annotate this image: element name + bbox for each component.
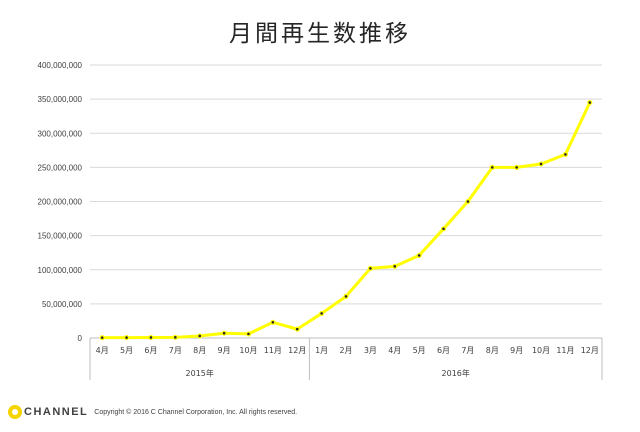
x-tick-label: 7月 bbox=[169, 346, 182, 355]
data-point bbox=[466, 200, 470, 203]
x-tick-label: 10月 bbox=[532, 346, 550, 355]
y-tick-label: 150,000,000 bbox=[38, 232, 83, 241]
logo-text: CHANNEL bbox=[24, 406, 89, 418]
data-point bbox=[295, 327, 299, 331]
data-point bbox=[417, 254, 421, 257]
data-point bbox=[369, 267, 372, 270]
data-point bbox=[174, 336, 177, 339]
x-tick-label: 9月 bbox=[218, 346, 231, 355]
x-tick-label: 1月 bbox=[315, 346, 328, 355]
x-tick-label: 4月 bbox=[388, 346, 401, 355]
data-point bbox=[490, 166, 494, 169]
data-point bbox=[393, 265, 397, 268]
x-tick-label: 8月 bbox=[486, 346, 499, 355]
x-tick-label: 7月 bbox=[461, 346, 474, 355]
data-point bbox=[539, 162, 543, 166]
data-point bbox=[515, 166, 518, 169]
data-point bbox=[247, 332, 250, 336]
y-tick-label: 350,000,000 bbox=[38, 95, 83, 104]
x-group-label: 2015年 bbox=[186, 368, 214, 378]
data-point bbox=[222, 331, 226, 335]
x-tick-label: 11月 bbox=[264, 346, 282, 355]
data-point bbox=[344, 295, 348, 298]
series-line bbox=[100, 101, 592, 340]
data-point bbox=[271, 321, 275, 324]
x-tick-label: 9月 bbox=[510, 346, 523, 355]
y-tick-label: 400,000,000 bbox=[38, 61, 83, 70]
x-tick-label: 8月 bbox=[193, 346, 206, 355]
y-tick-label: 50,000,000 bbox=[42, 300, 83, 309]
y-tick-label: 200,000,000 bbox=[38, 198, 83, 207]
chart-title: 月間再生数推移 bbox=[229, 21, 411, 47]
x-group-label: 2016年 bbox=[442, 368, 470, 378]
x-tick-label: 3月 bbox=[364, 346, 377, 355]
x-tick-label: 12月 bbox=[581, 346, 599, 355]
x-tick-label: 12月 bbox=[288, 346, 306, 355]
x-tick-label: 6月 bbox=[437, 346, 450, 355]
data-point bbox=[588, 101, 592, 104]
data-point bbox=[125, 336, 128, 339]
data-point bbox=[564, 153, 567, 156]
data-point bbox=[149, 336, 153, 339]
x-tick-label: 10月 bbox=[239, 346, 257, 355]
data-point bbox=[100, 336, 104, 339]
x-tick-label: 5月 bbox=[413, 346, 426, 355]
y-tick-label: 0 bbox=[78, 334, 83, 343]
y-tick-label: 300,000,000 bbox=[38, 129, 83, 138]
copyright-text: Copyright © 2016 C Channel Corporation, … bbox=[94, 408, 298, 416]
x-tick-label: 11月 bbox=[556, 346, 574, 355]
x-tick-label: 2月 bbox=[339, 346, 352, 355]
y-tick-label: 250,000,000 bbox=[38, 163, 83, 172]
c-channel-logo-icon bbox=[8, 405, 22, 419]
data-point bbox=[198, 334, 202, 338]
x-tick-label: 4月 bbox=[96, 346, 109, 355]
data-point bbox=[320, 312, 323, 315]
x-tick-label: 5月 bbox=[120, 346, 133, 355]
data-point bbox=[442, 227, 445, 231]
x-tick-label: 6月 bbox=[144, 346, 157, 355]
y-tick-label: 100,000,000 bbox=[38, 266, 83, 275]
footer: CHANNEL Copyright © 2016 C Channel Corpo… bbox=[8, 404, 297, 420]
